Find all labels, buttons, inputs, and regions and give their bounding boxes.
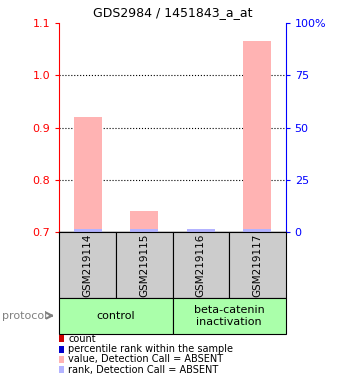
Bar [116,232,173,298]
Text: percentile rank within the sample: percentile rank within the sample [68,344,234,354]
Bar [130,211,158,232]
Text: control: control [97,311,135,321]
Bar [243,41,271,232]
Text: GSM219115: GSM219115 [139,233,149,297]
Bar [59,232,116,298]
Title: GDS2984 / 1451843_a_at: GDS2984 / 1451843_a_at [93,6,252,19]
Bar [229,232,286,298]
Bar [243,229,271,232]
Text: GSM219116: GSM219116 [196,233,206,297]
Bar [187,229,215,232]
Bar [74,117,102,232]
Bar [59,298,173,334]
Text: beta-catenin
inactivation: beta-catenin inactivation [194,305,265,327]
Text: rank, Detection Call = ABSENT: rank, Detection Call = ABSENT [68,365,219,375]
Text: count: count [68,334,96,344]
Bar [130,229,158,232]
Text: protocol: protocol [2,311,47,321]
Text: value, Detection Call = ABSENT: value, Detection Call = ABSENT [68,354,224,364]
Bar [74,229,102,232]
Bar [173,232,229,298]
Text: GSM219114: GSM219114 [83,233,93,297]
Text: GSM219117: GSM219117 [252,233,262,297]
Bar [173,298,286,334]
